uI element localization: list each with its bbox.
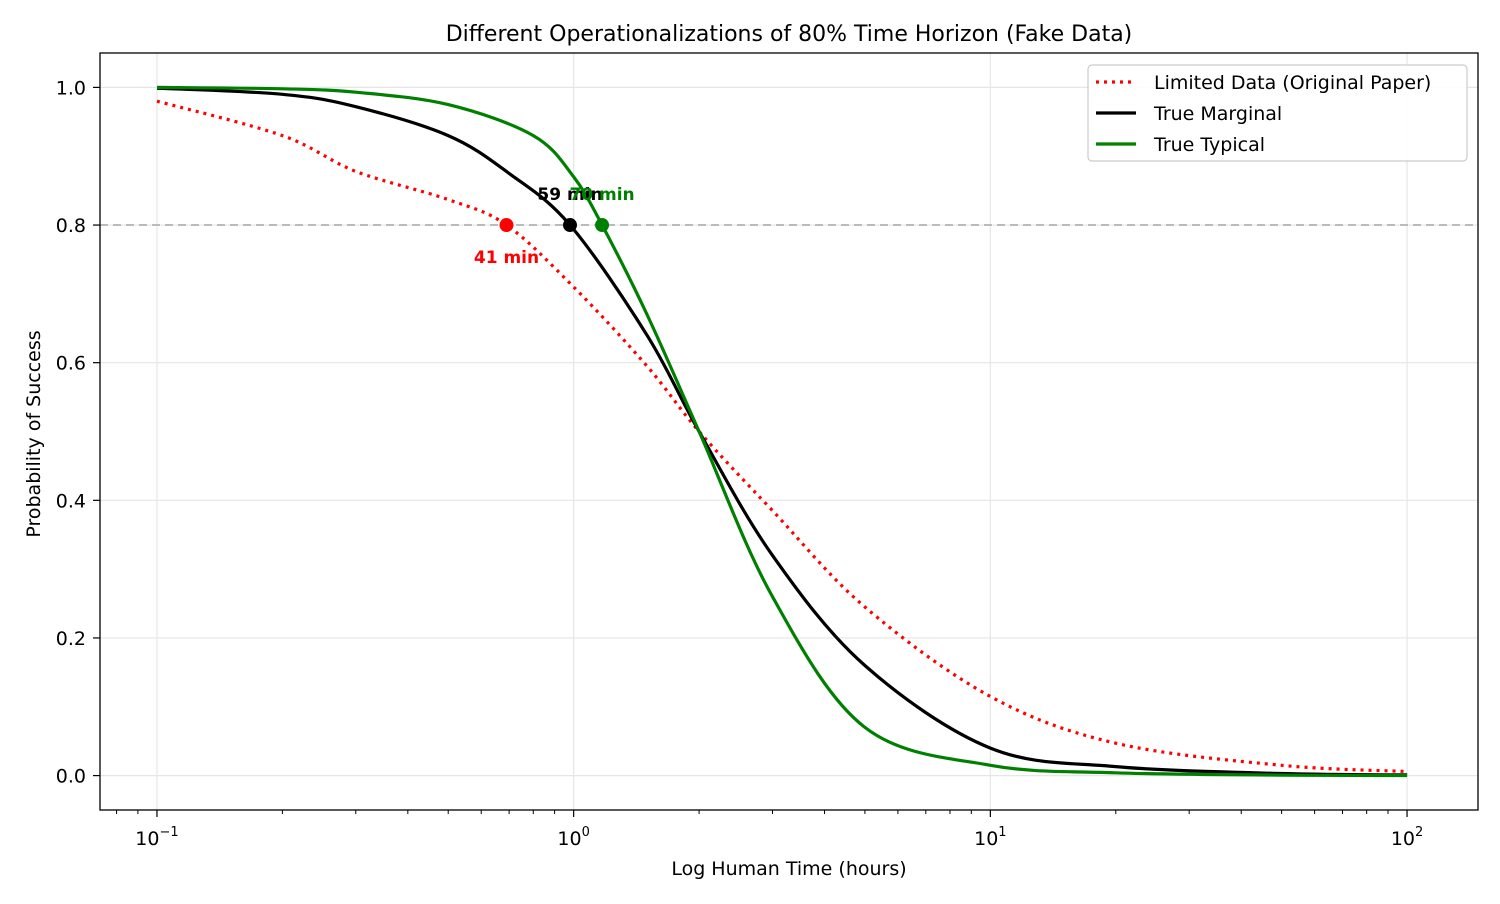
x-tick-label: 10−1 <box>135 825 178 850</box>
legend-label: Limited Data (Original Paper) <box>1154 72 1431 94</box>
series-line-0 <box>156 99 1408 774</box>
x-tick-base: 10 <box>974 828 998 850</box>
plot-frame <box>99 52 1479 811</box>
x-tick-exponent: −1 <box>159 825 178 840</box>
y-tick-label: 0.6 <box>56 353 86 375</box>
x-tick-exponent: 2 <box>1415 825 1423 840</box>
threshold-point-label: 41 min <box>474 248 539 268</box>
legend: Limited Data (Original Paper) True Margin… <box>1087 64 1468 162</box>
y-tick-label: 1.0 <box>56 77 86 99</box>
y-axis-label: Probability of Success <box>23 330 45 537</box>
threshold-point <box>562 218 577 233</box>
x-tick-label: 100 <box>557 825 589 850</box>
y-tick-label: 0.8 <box>56 215 86 237</box>
x-tick-exponent: 0 <box>582 825 590 840</box>
x-tick-exponent: 1 <box>998 825 1006 840</box>
legend-label: True Typical <box>1153 134 1265 156</box>
x-tick-base: 10 <box>1391 828 1415 850</box>
threshold-point-label: 59 min <box>537 185 602 205</box>
x-axis-label: Log Human Time (hours) <box>671 858 906 880</box>
chart-title: Different Operationalizations of 80% Tim… <box>446 22 1133 47</box>
threshold-point <box>499 218 514 233</box>
x-tick-label: 101 <box>974 825 1006 850</box>
threshold-point-label: 70 min <box>569 185 634 205</box>
threshold-point <box>595 218 610 233</box>
x-tick-label: 102 <box>1391 825 1423 850</box>
x-tick-base: 10 <box>557 828 581 850</box>
y-tick-label: 0.2 <box>56 628 86 650</box>
y-tick-label: 0.4 <box>56 490 86 512</box>
y-tick-label: 0.0 <box>56 766 86 788</box>
series-line-2 <box>156 85 1408 778</box>
legend-label: True Marginal <box>1153 103 1282 125</box>
x-tick-base: 10 <box>135 828 159 850</box>
legend-box <box>1087 64 1468 162</box>
series-lines <box>156 85 1408 778</box>
